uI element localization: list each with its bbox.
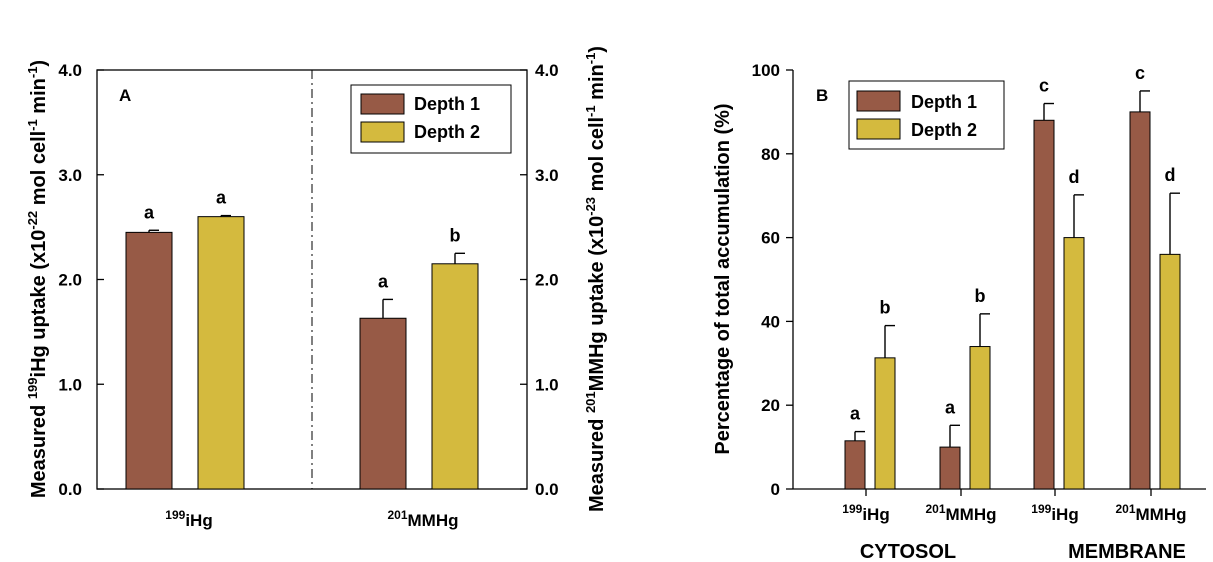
group-label-cytosol: CYTOSOL [860, 541, 956, 562]
bar-depth-1 [939, 446, 961, 490]
significance-letter: c [1135, 63, 1145, 83]
panel-a-ylabel-left: Measured 199iHg uptake (x10-22 mol cell-… [25, 60, 50, 498]
y-tick-label: 2.0 [58, 271, 82, 290]
y-tick-label: 4.0 [58, 61, 82, 80]
bar-depth-2 [197, 216, 245, 490]
x-tick-label: 201MMHg [925, 502, 996, 524]
significance-letter: b [975, 286, 986, 306]
x-tick-label: 201MMHg [1115, 502, 1186, 524]
significance-letter: b [450, 225, 461, 245]
panel-a-legend: Depth 1 Depth 2 [350, 84, 512, 154]
significance-letter: a [216, 188, 227, 208]
panel-a: 0.0 0.0 1.0 1.0 2.0 2.0 3.0 3.0 4.0 4.0 a a a b A 19… [25, 46, 608, 530]
legend-label-depth-1: Depth 1 [414, 94, 480, 114]
panel-a-xtick-labels: 199iHg 201MMHg [165, 508, 458, 530]
y-tick-label: 20 [761, 396, 780, 415]
panel-b-y-ticks: 0 20 40 60 80 100 [752, 61, 1152, 499]
y-tick-label-right: 4.0 [535, 61, 559, 80]
panel-b-label: B [816, 86, 828, 105]
significance-letter: b [880, 298, 891, 318]
bar-depth-1 [1129, 111, 1151, 490]
bar-depth-1 [359, 317, 407, 490]
significance-letter: a [144, 202, 155, 222]
bar-depth-2 [431, 263, 479, 490]
y-tick-label: 0.0 [58, 480, 82, 499]
y-tick-label: 0 [771, 480, 780, 499]
x-tick-label: 199iHg [842, 502, 889, 524]
x-tick-label: 201MMHg [387, 508, 458, 530]
panel-a-y-ticks: 0.0 0.0 1.0 1.0 2.0 2.0 3.0 3.0 4.0 4.0 [58, 61, 558, 499]
significance-letter: a [850, 404, 861, 424]
significance-letter: d [1069, 167, 1080, 187]
legend-label-depth-2: Depth 2 [911, 120, 977, 140]
panel-b-xtick-labels: 199iHg 201MMHg 199iHg 201MMHg [842, 502, 1186, 524]
panel-b-ylabel: Percentage of total accumulation (%) [712, 103, 734, 454]
group-label-membrane: MEMBRANE [1068, 541, 1186, 562]
y-tick-label: 80 [761, 145, 780, 164]
y-tick-label: 100 [752, 61, 780, 80]
panel-b-legend: Depth 1 Depth 2 [848, 80, 1005, 150]
significance-letter: a [945, 397, 956, 417]
panel-a-bars: a a a b [125, 188, 479, 490]
y-tick-label-right: 3.0 [535, 166, 559, 185]
y-tick-label-right: 1.0 [535, 375, 559, 394]
legend-swatch-depth-1 [856, 90, 901, 112]
panel-b-bars: a a c c b b d d [844, 63, 1181, 490]
y-tick-label: 60 [761, 229, 780, 248]
bar-depth-2 [874, 357, 896, 490]
bar-depth-1 [1033, 119, 1055, 490]
panel-a-ylabel-right: Measured 201MMHg uptake (x10-23 mol cell… [583, 46, 608, 512]
legend-label-depth-2: Depth 2 [414, 122, 480, 142]
y-tick-label: 40 [761, 312, 780, 331]
panel-b: 0 20 40 60 80 100 a a c c b b d d B 199iHg 201MMHg 1… [712, 61, 1206, 562]
x-tick-label: 199iHg [1031, 502, 1078, 524]
bar-depth-2 [1063, 237, 1085, 490]
x-tick-label: 199iHg [165, 508, 212, 530]
bar-depth-2 [1159, 253, 1181, 490]
y-tick-label: 3.0 [58, 166, 82, 185]
bar-depth-1 [844, 440, 866, 490]
y-tick-label-right: 0.0 [535, 480, 559, 499]
significance-letter: c [1039, 76, 1049, 96]
panel-a-label: A [119, 86, 131, 105]
y-tick-label-right: 2.0 [535, 271, 559, 290]
legend-label-depth-1: Depth 1 [911, 92, 977, 112]
legend-swatch-depth-1 [360, 93, 405, 115]
legend-swatch-depth-2 [856, 118, 901, 140]
significance-letter: a [378, 271, 389, 291]
legend-swatch-depth-2 [360, 121, 405, 143]
bar-depth-2 [969, 346, 991, 490]
significance-letter: d [1165, 165, 1176, 185]
y-tick-label: 1.0 [58, 375, 82, 394]
bar-depth-1 [125, 231, 173, 490]
